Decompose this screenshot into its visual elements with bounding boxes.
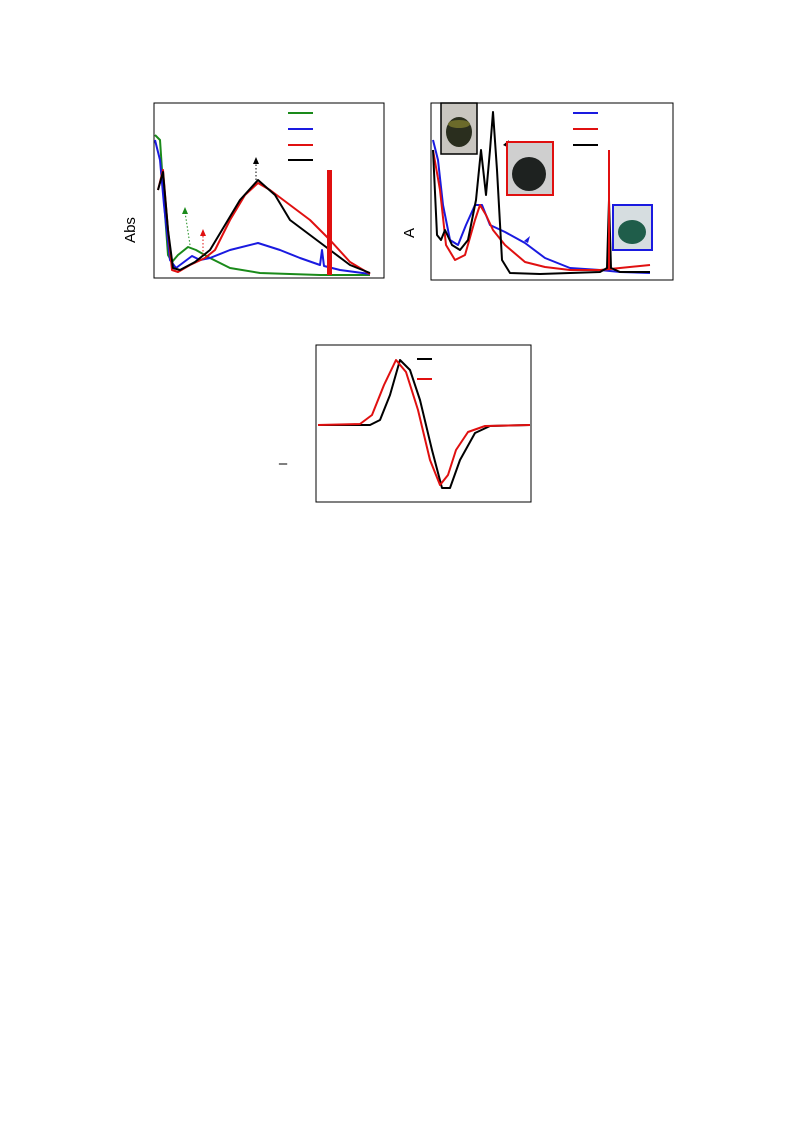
y-axis-label: –	[279, 455, 288, 472]
plot-frame	[153, 102, 385, 279]
panel-abs: Abs	[122, 102, 385, 279]
arrow-head	[524, 236, 530, 243]
photo-vial	[440, 102, 478, 155]
y-axis-label: Abs	[122, 217, 139, 243]
curve-blue	[154, 139, 371, 275]
arrow-head	[182, 207, 188, 214]
curve-red	[432, 149, 651, 271]
spike	[327, 170, 332, 275]
curve-black	[157, 171, 371, 274]
panel-derivative: –	[279, 344, 532, 503]
curve-green	[154, 134, 370, 276]
panel-a: A	[401, 102, 674, 281]
arrow	[184, 211, 191, 246]
plot-frame	[315, 344, 532, 503]
arrow-head	[253, 157, 259, 164]
curve-red	[317, 359, 531, 486]
photo-vial	[506, 141, 554, 196]
y-axis-label: A	[401, 228, 418, 238]
arrow-head	[200, 229, 206, 236]
plot-frame	[430, 102, 674, 281]
curve-black	[318, 359, 531, 489]
photo-vial	[612, 204, 653, 251]
